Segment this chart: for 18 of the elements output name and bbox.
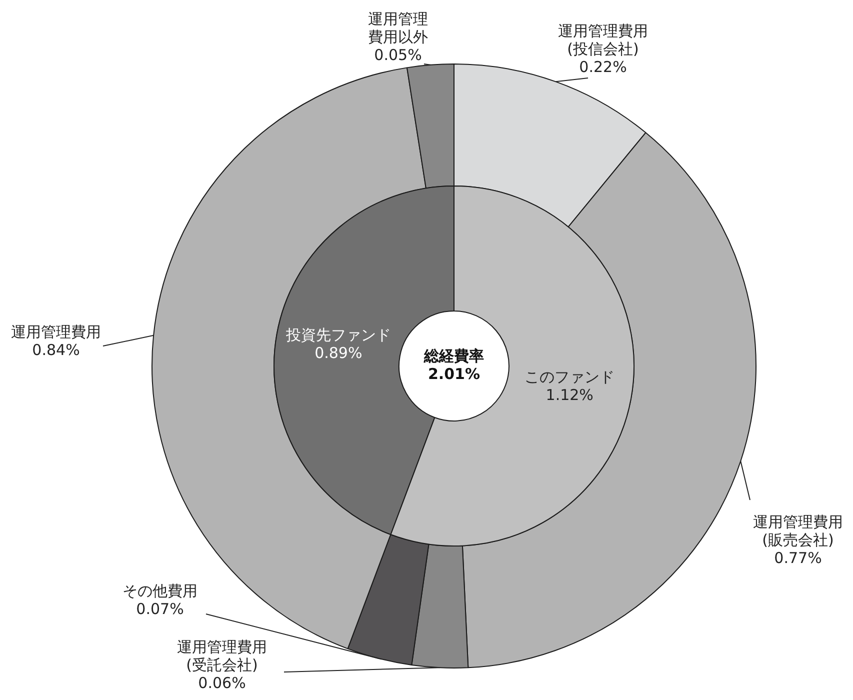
text: 総経費率 [423,346,484,365]
slice-label: その他費用 [122,582,198,600]
slice-label: 運用管理費用 [11,322,101,341]
slice-label: 運用管理費用(投信会社) [558,22,648,58]
data-label: 0.84% [32,340,80,359]
data-label: 0.06% [198,674,246,692]
data-label: 1.12% [546,386,594,404]
slice-label: 投資先ファンド [284,326,391,344]
data-label: 0.22% [579,58,627,76]
data-label: 0.05% [374,46,422,64]
slice-label: 運用管理費用以外 [368,10,428,46]
slice-label: 運用管理費用(販売会社) [753,512,843,549]
data-label: 0.89% [314,344,362,362]
text: 2.01% [428,364,480,383]
data-label: 0.77% [774,548,822,567]
data-label: 0.07% [136,600,184,618]
slice-label: 運用管理費用(受託会社) [177,638,267,674]
slice-label: このファンド [524,368,615,386]
